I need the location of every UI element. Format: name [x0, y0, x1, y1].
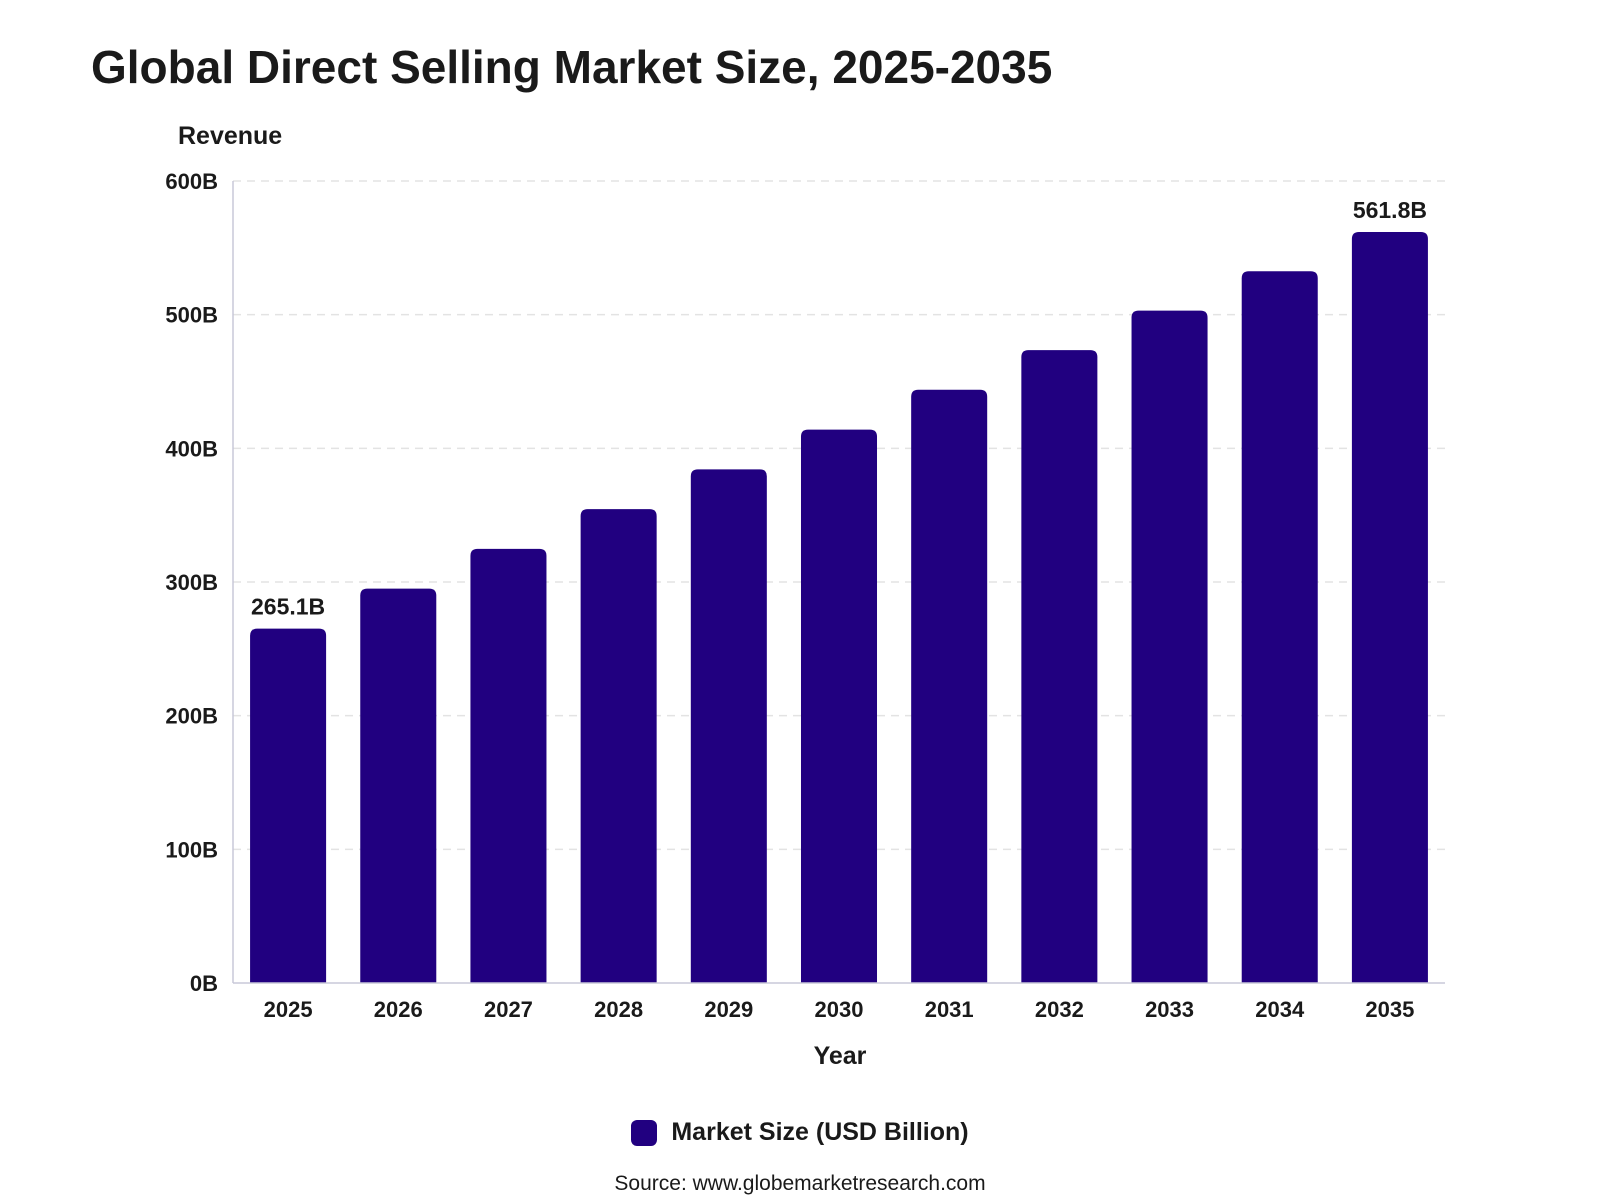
- x-tick-label: 2028: [594, 997, 643, 1022]
- bar-2033: [1131, 310, 1208, 983]
- chart-title: Global Direct Selling Market Size, 2025-…: [91, 41, 1053, 93]
- x-tick-label: 2032: [1035, 997, 1084, 1022]
- source-note: Source: www.globemarketresearch.com: [614, 1172, 986, 1195]
- y-tick-label: 500B: [165, 303, 218, 328]
- axes: [232, 181, 1445, 984]
- bar-2027: [470, 548, 547, 983]
- x-tick-label: 2034: [1255, 997, 1305, 1022]
- y-tick-label: 200B: [165, 704, 218, 729]
- x-tick-label: 2033: [1145, 997, 1194, 1022]
- y-tick-label: 600B: [165, 169, 218, 194]
- labels: 0B 100B 200B 300B 400B 500B 600B 2025 265.1B 2026…: [165, 169, 1427, 1022]
- legend-swatch: [631, 1119, 658, 1146]
- y-axis-title: Revenue: [178, 122, 282, 150]
- y-tick-label: 0B: [190, 971, 218, 996]
- bar-2034: [1241, 271, 1318, 984]
- data-label: 265.1B: [251, 594, 325, 620]
- bar-2025: [250, 628, 327, 983]
- x-tick-label: 2025: [264, 997, 313, 1022]
- bar-2026: [360, 588, 437, 983]
- x-tick-label: 2031: [925, 997, 974, 1022]
- y-tick-label: 300B: [165, 570, 218, 595]
- x-axis-title: Year: [814, 1042, 867, 1070]
- bar-2031: [911, 389, 988, 983]
- legend-label: Market Size (USD Billion): [671, 1118, 969, 1146]
- x-tick-label: 2030: [815, 997, 864, 1022]
- bar-2030: [800, 429, 878, 983]
- bar-2035: [1351, 232, 1428, 983]
- legend: Market Size (USD Billion): [0, 1118, 1600, 1147]
- y-tick-label: 100B: [165, 837, 218, 862]
- bar-2032: [1021, 350, 1098, 983]
- x-tick-label: 2026: [374, 997, 423, 1022]
- bar-2029: [690, 469, 767, 984]
- bar-2028: [580, 509, 657, 983]
- data-label: 561.8B: [1353, 197, 1427, 223]
- bars: [250, 232, 1428, 984]
- y-tick-label: 400B: [165, 436, 218, 461]
- x-tick-label: 2035: [1365, 997, 1414, 1022]
- x-tick-label: 2029: [704, 997, 753, 1022]
- x-tick-label: 2027: [484, 997, 533, 1022]
